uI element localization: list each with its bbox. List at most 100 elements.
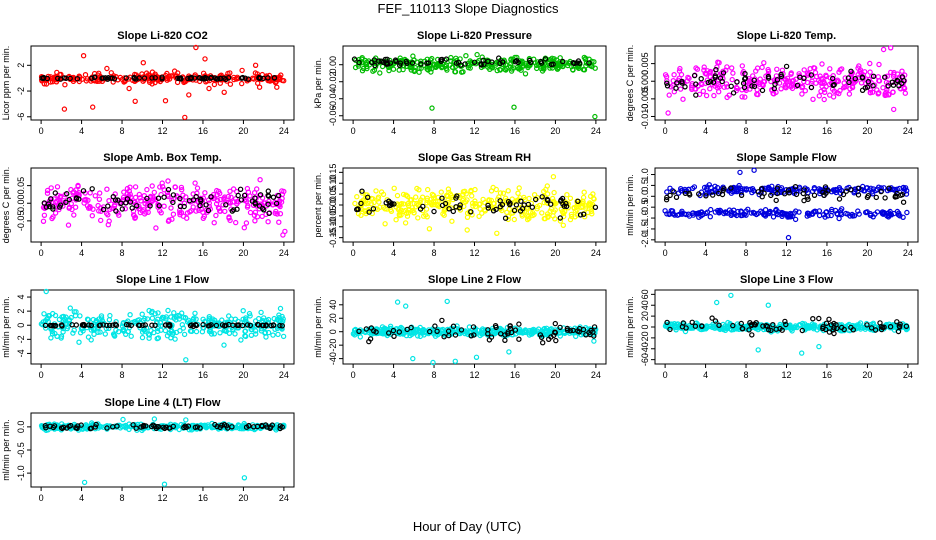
data-point [372, 62, 378, 69]
y-tick-label: -20 [328, 339, 338, 352]
data-point [888, 69, 894, 76]
x-tick-label: 20 [550, 370, 560, 380]
data-point [225, 313, 232, 319]
data-point [124, 196, 131, 202]
data-point [782, 84, 788, 90]
y-tick-label: 60 [640, 289, 650, 299]
data-point [426, 226, 433, 232]
data-point [478, 64, 485, 71]
x-tick-label: 12 [157, 493, 167, 503]
data-point [677, 86, 684, 92]
data-point [770, 90, 776, 97]
data-point [271, 75, 278, 81]
x-tick-label: 8 [432, 248, 437, 258]
data-point [514, 64, 521, 71]
data-point [747, 82, 753, 89]
data-point [83, 197, 89, 203]
data-point [567, 195, 574, 201]
data-point [132, 98, 138, 105]
data-point [265, 201, 271, 207]
data-point [100, 206, 107, 213]
data-point [497, 66, 503, 73]
data-point [586, 60, 592, 66]
data-point [740, 80, 747, 87]
data-point [223, 76, 229, 83]
data-point [896, 83, 902, 89]
y-tick-label: -0.06 [328, 105, 338, 126]
data-point [834, 79, 840, 85]
data-point [216, 190, 223, 197]
data-point [754, 87, 760, 93]
panel-10: Slope Line 4 (LT) Flow ml/min per min. 0 4 8… [1, 397, 295, 503]
data-point [153, 225, 159, 231]
data-point [213, 212, 219, 219]
data-point [386, 67, 392, 74]
data-point [664, 78, 670, 84]
data-point [416, 69, 422, 75]
y-tick-label: 40 [640, 300, 650, 310]
data-point [171, 68, 178, 74]
data-point [171, 310, 177, 316]
data-point [662, 72, 669, 78]
data-point [538, 60, 545, 66]
data-point [693, 81, 699, 87]
data-point [826, 316, 832, 322]
data-point [859, 75, 866, 81]
data-point [410, 355, 416, 362]
y-tick-label: 1.0 [640, 168, 650, 181]
data-point [477, 206, 483, 212]
data-point [270, 332, 276, 338]
plot-frame [654, 167, 919, 243]
data-point [221, 194, 228, 200]
y-tick-label: 0.000 [640, 70, 650, 93]
data-point [132, 194, 139, 201]
data-point [479, 54, 485, 60]
y-tick-label: 0.15 [328, 164, 338, 182]
data-point [58, 193, 64, 199]
data-point [150, 196, 157, 202]
data-point [170, 211, 177, 217]
data-point [730, 90, 737, 96]
data-point [667, 192, 673, 199]
data-point [178, 186, 185, 193]
data-point [192, 310, 198, 316]
data-point [280, 333, 287, 340]
data-point [67, 75, 73, 82]
data-point [418, 61, 424, 67]
data-point [703, 70, 709, 76]
data-point [127, 184, 133, 190]
data-point [885, 83, 891, 89]
y-tick-label: 0 [640, 324, 650, 329]
plot-frame [342, 45, 607, 121]
data-point [848, 72, 855, 78]
data-point [592, 65, 598, 71]
data-point [448, 54, 454, 61]
data-point [505, 188, 511, 194]
data-point [181, 331, 188, 338]
data-point [880, 84, 886, 91]
data-point [241, 192, 248, 199]
x-tick-label: 12 [781, 126, 791, 136]
data-point [265, 188, 271, 194]
data-point [436, 62, 442, 69]
data-point [902, 90, 909, 96]
data-point [539, 68, 546, 74]
data-point [904, 209, 910, 216]
data-point [172, 184, 178, 190]
data-point [393, 216, 399, 223]
x-tick-label: 20 [238, 126, 248, 136]
y-tick-label: -2 [16, 87, 26, 95]
panel-title: Slope Line 3 Flow [740, 274, 833, 286]
x-tick-label: 24 [903, 126, 913, 136]
data-point [901, 85, 908, 92]
data-point [141, 211, 148, 217]
data-point [127, 312, 133, 318]
data-point [880, 46, 887, 53]
data-point [217, 196, 224, 203]
data-point [799, 91, 805, 97]
data-point [552, 320, 559, 327]
data-point [751, 167, 757, 173]
data-point [812, 69, 819, 76]
data-point [799, 327, 806, 334]
data-point [252, 62, 259, 69]
